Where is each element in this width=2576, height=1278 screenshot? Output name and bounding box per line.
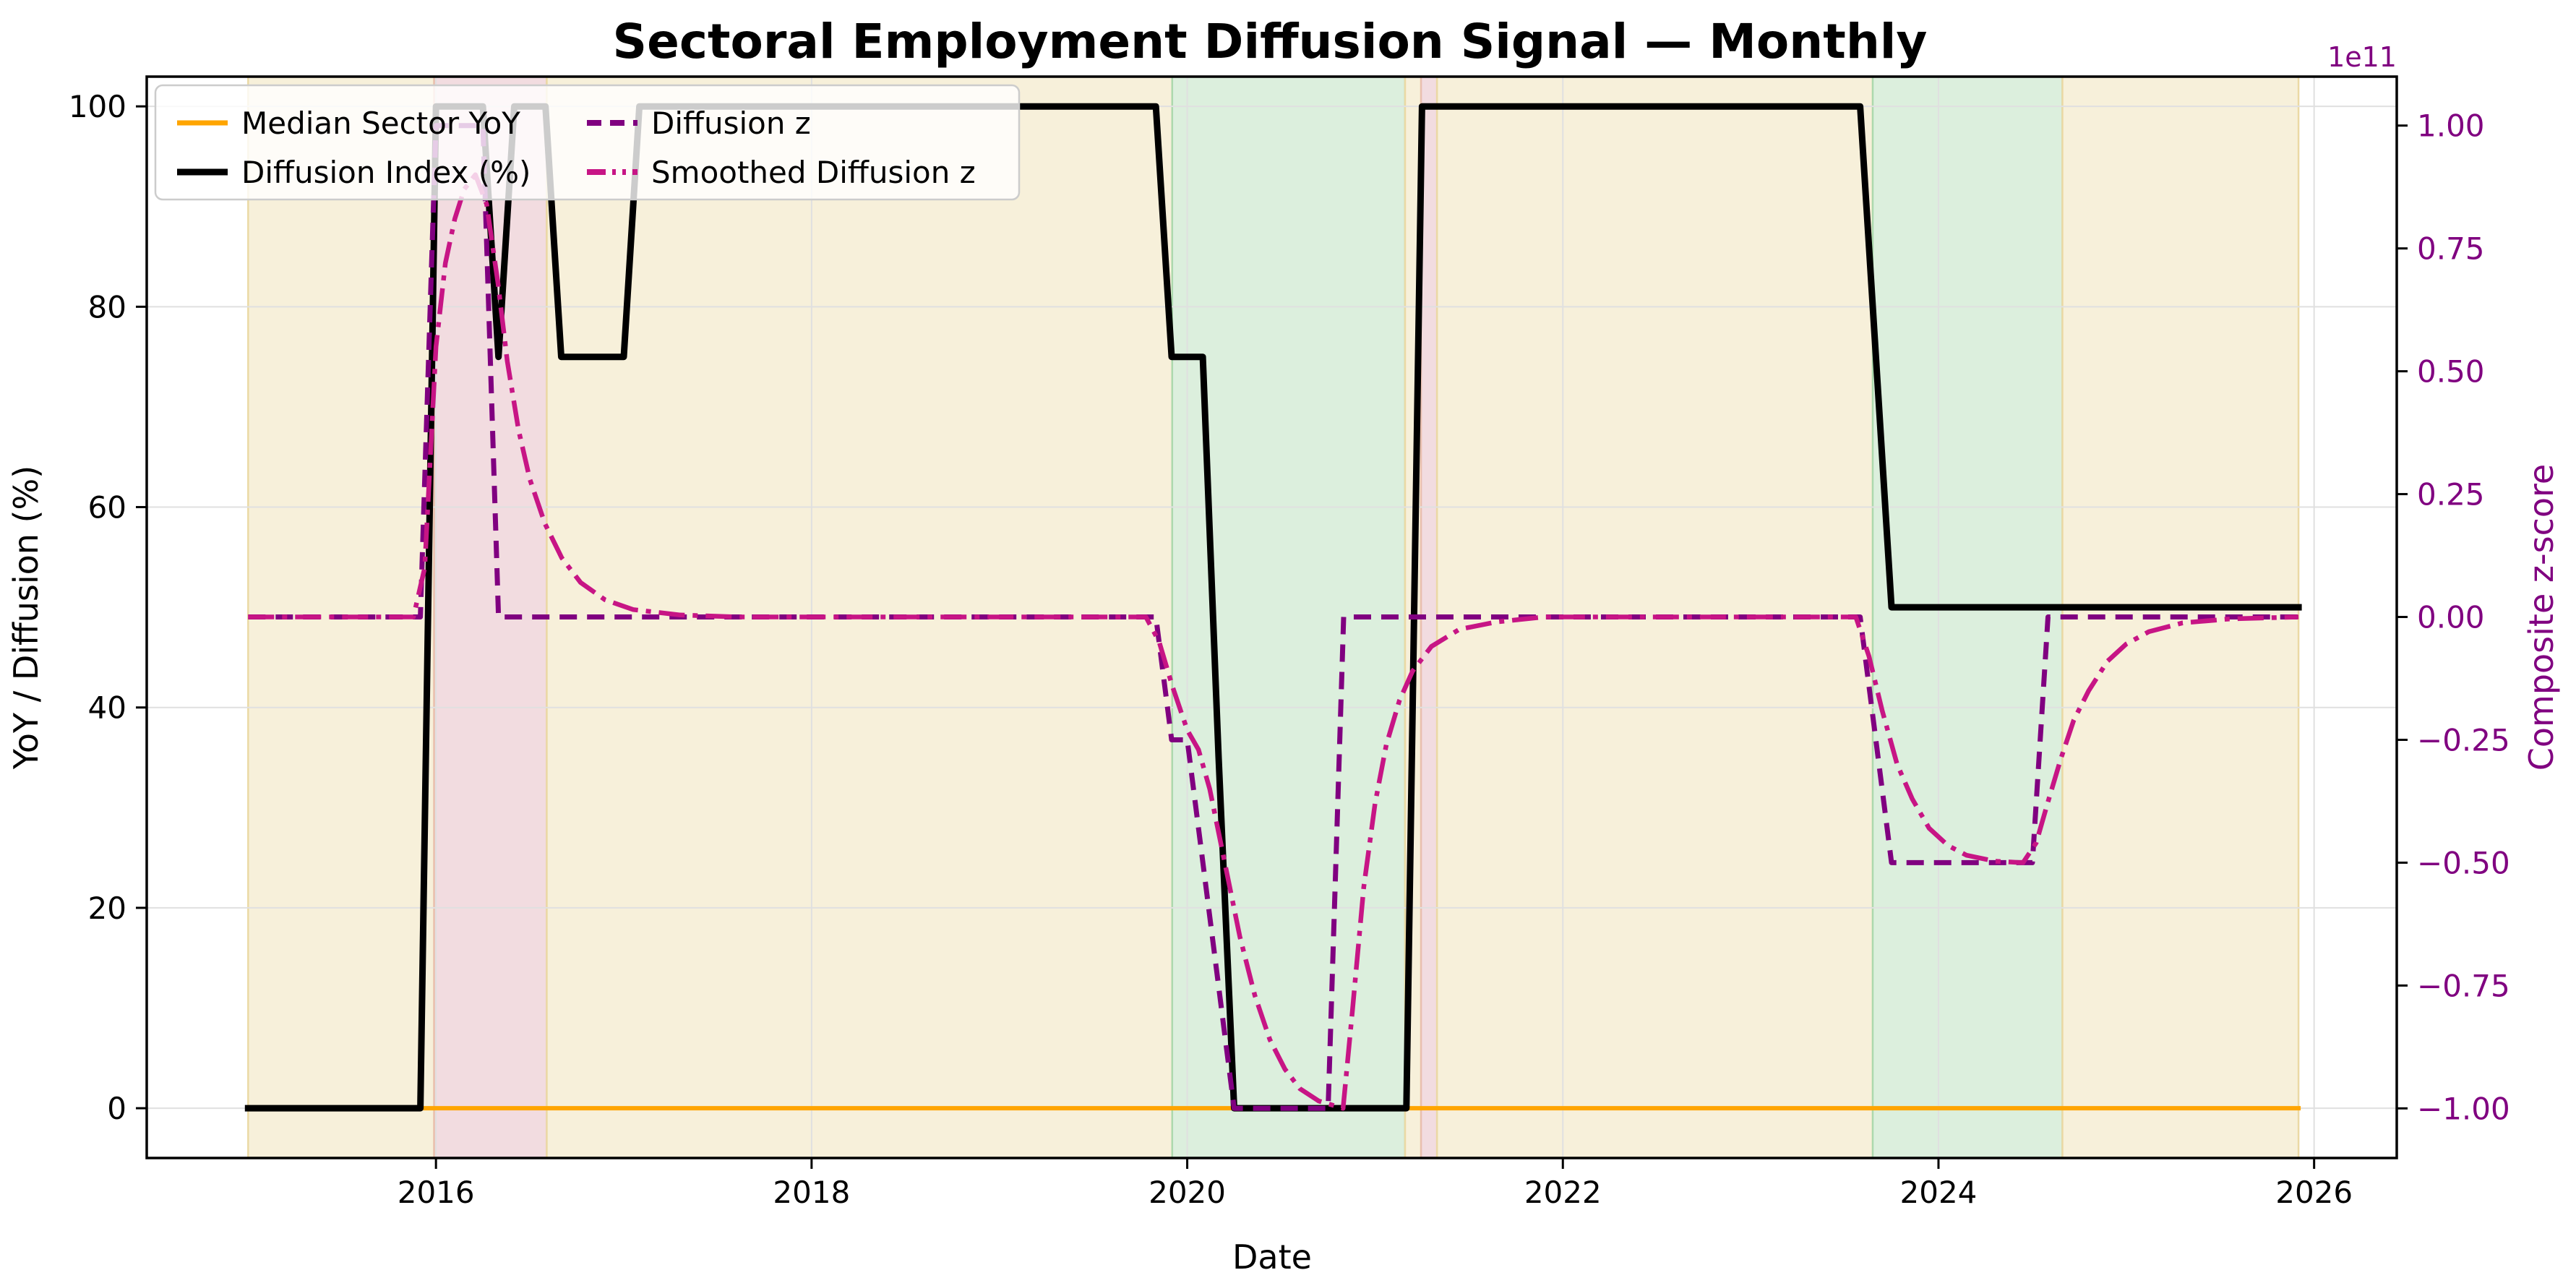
x-tick-label: 2024 bbox=[1900, 1175, 1978, 1210]
y-axis-label-right: Composite z-score bbox=[2522, 464, 2561, 771]
y-right-tick-label: 1.00 bbox=[2417, 108, 2485, 144]
y-left-tick-label: 40 bbox=[88, 690, 126, 726]
y-left-tick-label: 100 bbox=[69, 89, 126, 124]
legend-item-smoothed-diffusion-z: Smoothed Diffusion z bbox=[587, 155, 976, 190]
legend-item-diffusion-index: Diffusion Index (%) bbox=[177, 155, 531, 190]
legend-box bbox=[154, 84, 1021, 201]
chart-title: Sectoral Employment Diffusion Signal — M… bbox=[613, 14, 1928, 69]
legend: Median Sector YoY Diffusion Index (%) Di… bbox=[154, 84, 1021, 201]
band-pink bbox=[1421, 77, 1438, 1158]
y-left-tick-label: 20 bbox=[88, 891, 126, 926]
ticks-layer: 2016 2018 2020 2022 2024 2026 0 20 40 60 80 100 1.00… bbox=[69, 89, 2510, 1210]
x-tick-label: 2016 bbox=[398, 1175, 475, 1210]
y-left-tick-label: 0 bbox=[107, 1091, 126, 1126]
y-axis-label-left: YoY / Diffusion (%) bbox=[7, 466, 46, 770]
y-left-tick-label: 60 bbox=[88, 490, 126, 526]
y-right-tick-label: −0.75 bbox=[2417, 968, 2510, 1003]
y-right-tick-label: −1.00 bbox=[2417, 1091, 2510, 1126]
legend-label: Median Sector YoY bbox=[241, 106, 520, 141]
y-right-tick-label: 0.75 bbox=[2417, 231, 2485, 267]
x-tick-label: 2020 bbox=[1149, 1175, 1226, 1210]
band-green bbox=[1873, 77, 2063, 1158]
y-right-tick-label: 0.25 bbox=[2417, 477, 2485, 513]
x-axis-label: Date bbox=[1232, 1238, 1312, 1277]
legend-label: Diffusion Index (%) bbox=[241, 155, 531, 190]
legend-item-median-sector-yoy: Median Sector YoY bbox=[177, 106, 520, 141]
y-right-tick-label: 0.00 bbox=[2417, 600, 2485, 635]
y-right-tick-label: −0.25 bbox=[2417, 722, 2510, 758]
y-right-tick-label: 0.50 bbox=[2417, 354, 2485, 390]
y-left-tick-label: 80 bbox=[88, 289, 126, 325]
axis-offset-label: 1e11 bbox=[2327, 41, 2397, 73]
x-tick-label: 2018 bbox=[773, 1175, 850, 1210]
x-tick-label: 2026 bbox=[2275, 1175, 2353, 1210]
x-tick-label: 2022 bbox=[1524, 1175, 1602, 1210]
y-right-tick-label: −0.50 bbox=[2417, 845, 2510, 880]
legend-label: Smoothed Diffusion z bbox=[651, 155, 976, 190]
legend-label: Diffusion z bbox=[651, 106, 811, 141]
series-line-smoothed-diffusion-z bbox=[248, 172, 2299, 1111]
legend-item-diffusion-z: Diffusion z bbox=[587, 106, 811, 141]
